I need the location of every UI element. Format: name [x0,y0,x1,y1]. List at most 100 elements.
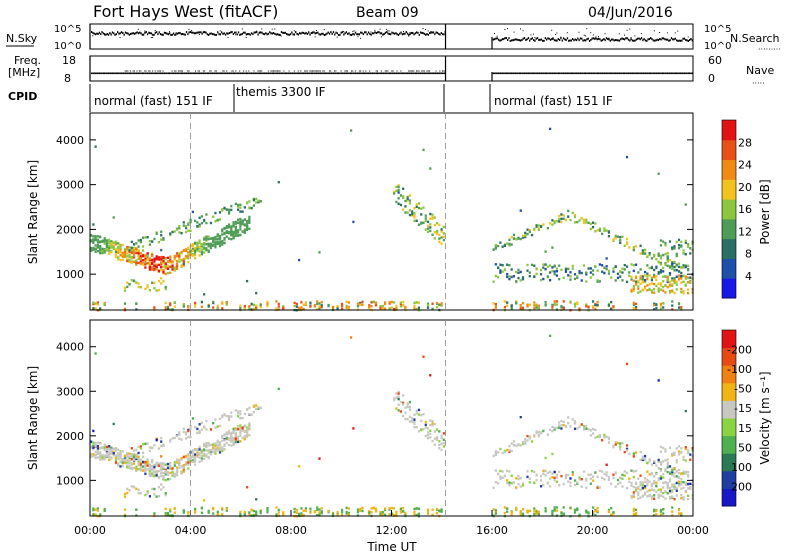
noise-trace [89,24,693,81]
power-cell [157,269,161,273]
power-cell [203,238,206,241]
velocity-cell [632,513,635,516]
power-cell [381,307,384,310]
velocity-cell [162,471,165,475]
nave-point [323,70,325,72]
velocity-cell [126,453,129,457]
power-cell [166,305,170,309]
power-cell [535,267,538,271]
velocity-cell [612,473,615,476]
power-cell [655,306,658,310]
nave-point [132,70,134,72]
power-cell [616,276,620,280]
velocity-cell [639,483,642,486]
power-cell [668,280,672,283]
noise-point [295,31,297,34]
velocity-cell [132,449,136,452]
velocity-cell [230,437,233,440]
power-cell [659,282,663,285]
power-cell [494,247,497,250]
nave-point [267,70,269,72]
power-cell [248,215,251,219]
freq-point [396,72,398,75]
power-cell [506,273,509,276]
power-cell [680,240,683,244]
noise-point [386,31,388,34]
noise-point [552,37,554,39]
power-cell [408,199,412,202]
nave-point [223,70,225,72]
velocity-cell [164,507,167,511]
velocity-cell [596,435,599,438]
velocity-cell [634,512,638,515]
power-cell [239,225,242,228]
freq-point [383,72,385,75]
power-cell [236,203,240,207]
nave-point [334,70,336,72]
power-cell [585,271,588,274]
velocity-cell [639,480,642,484]
noise-point [496,37,498,40]
noise-point [158,31,160,34]
freq-point [421,72,423,75]
power-cell [320,301,323,304]
velocity-cell [508,450,511,454]
power-cell [598,280,601,283]
velocity-cell [653,460,656,463]
velocity-cell [621,473,624,477]
velocity-cell [164,512,167,515]
power-cell [533,264,536,267]
freq-point [93,72,95,75]
power-cell [198,225,201,228]
power-cell [144,236,147,239]
velocity-cell [555,476,559,479]
noise-point [373,32,375,35]
freq-point [627,72,630,75]
power-cell [512,233,516,237]
velocity-cell [239,440,242,443]
power-cell [144,259,147,262]
velocity-cell [589,473,592,476]
freq-point [551,72,553,75]
freq-point [492,72,494,75]
velocity-cell [178,437,181,440]
power-cell [569,300,572,303]
freq-point [288,72,290,75]
nave-point [412,70,414,72]
colorbar-swatch [722,238,736,259]
colorbar-tick-label: -100 [727,363,752,376]
velocity-cell [243,510,246,514]
velocity-cell [664,450,667,453]
power-cell [413,216,416,219]
power-cell [105,248,109,251]
power-cell [139,258,142,261]
velocity-cell [596,506,599,510]
velocity-cell [347,507,350,510]
velocity-cell [132,466,136,470]
nave-point [422,70,424,72]
velocity-cell [535,512,538,515]
power-cell [637,271,640,274]
power-cell [573,215,577,219]
velocity-cell [573,422,577,425]
power-cell [175,252,179,255]
power-cell [103,237,106,240]
power-cell [178,252,181,255]
power-cell [639,282,642,286]
nave-point [369,70,371,72]
noise-point [677,30,679,32]
colorbar-swatch [722,258,736,279]
power-cell [537,304,540,307]
power-cell [646,275,649,278]
power-cell [560,220,563,224]
power-cell [644,285,647,289]
noise-point [400,31,402,34]
freq-point [131,72,133,75]
velocity-cell [671,470,674,474]
power-cell [302,307,305,311]
power-cell [160,230,163,233]
velocity-cell [105,448,109,452]
velocity-cell [119,465,122,468]
power-cell [515,300,518,304]
freq-point [235,72,237,75]
